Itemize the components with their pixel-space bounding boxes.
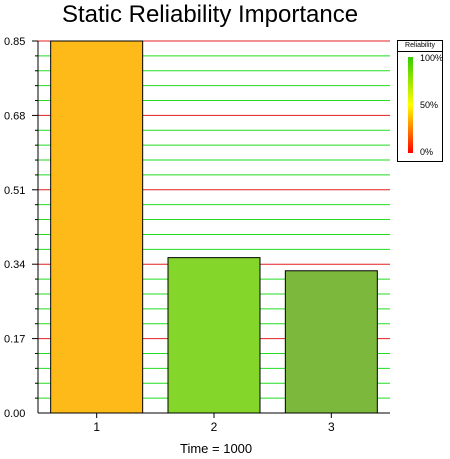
x-tick-label: 2 [211,420,218,434]
y-tick-label: 0.85 [4,36,25,48]
bar-1 [50,40,144,414]
legend-label-50: 50% [420,100,439,110]
legend-label-100: 100% [420,53,444,63]
legend-title: Reliability [398,41,442,52]
legend-label-0: 0% [420,147,434,157]
bars [50,40,378,414]
bar-3 [284,270,378,414]
y-tick-label: 0.17 [4,334,25,346]
y-tick-label: 0.51 [4,185,25,197]
x-tick-label: 3 [328,420,335,434]
legend-gradient-bar [408,57,413,153]
axes: 1 2 3 0.85 0.68 0.51 0.34 0.17 0.00 [4,36,390,434]
y-tick-label: 0.00 [4,408,25,420]
x-tick-label: 1 [93,420,100,434]
reliability-legend: Reliability 100% 50% 0% [397,40,443,162]
x-axis-label: Time = 1000 [180,441,253,456]
chart-title: Static Reliability Importance [61,1,359,28]
y-tick-label: 0.34 [4,259,25,271]
bar-2 [167,257,261,414]
y-tick-label: 0.68 [4,110,25,122]
